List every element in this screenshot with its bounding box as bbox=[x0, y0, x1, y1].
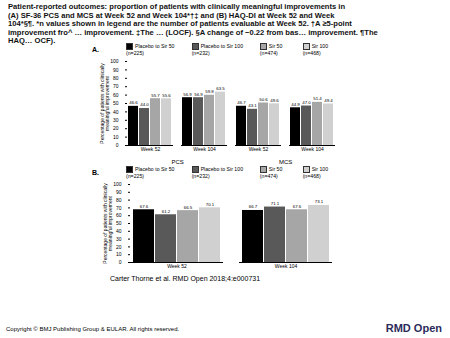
html-text:Copyright © BMJ Publishing Gro: Copyright © BMJ Publishing Group & EULAR… bbox=[6, 326, 180, 332]
svg-text:50: 50 bbox=[113, 100, 119, 106]
svg-text:47.0: 47.0 bbox=[302, 100, 311, 105]
svg-text:10: 10 bbox=[116, 251, 122, 257]
svg-text:Week 52: Week 52 bbox=[249, 146, 269, 152]
html-text:improvement fro^ … improvement: improvement fro^ … improvement. ‡The … (… bbox=[8, 27, 378, 37]
html-text:Placebo to Sir 50 (n=225): Placebo to Sir 50 (n=225) bbox=[126, 42, 175, 56]
html-text:Sir 100 (n=468): Sir 100 (n=468) bbox=[302, 165, 329, 179]
svg-text:50: 50 bbox=[116, 220, 122, 226]
svg-text:44.9: 44.9 bbox=[291, 102, 300, 107]
html-text:Sir 50 (n=474): Sir 50 (n=474) bbox=[259, 165, 283, 179]
svg-text:43.1: 43.1 bbox=[248, 103, 257, 108]
html-text:Placebo to Sir 100 (n=232): Placebo to Sir 100 (n=232) bbox=[191, 165, 243, 179]
svg-text:55.7: 55.7 bbox=[151, 93, 160, 98]
svg-text:PCS: PCS bbox=[171, 158, 183, 164]
svg-text:61.2: 61.2 bbox=[162, 209, 171, 214]
svg-text:49.6: 49.6 bbox=[270, 98, 279, 103]
svg-text:0: 0 bbox=[119, 259, 122, 265]
svg-text:40: 40 bbox=[116, 228, 122, 234]
html-text:Placebo to Sir 50 (n=225): Placebo to Sir 50 (n=225) bbox=[126, 165, 175, 179]
svg-text:40: 40 bbox=[113, 108, 119, 114]
html-text:(A) SF-36 PCS and MCS at Week: (A) SF-36 PCS and MCS at Week 52 and Wee… bbox=[8, 10, 335, 20]
svg-text:56.9: 56.9 bbox=[194, 92, 203, 97]
svg-text:30: 30 bbox=[113, 117, 119, 123]
html-text:A.: A. bbox=[92, 46, 99, 53]
svg-text:100: 100 bbox=[113, 181, 122, 187]
svg-text:MCS: MCS bbox=[279, 158, 292, 164]
svg-text:Week 104: Week 104 bbox=[275, 263, 298, 269]
svg-text:Week 52: Week 52 bbox=[141, 146, 161, 152]
svg-text:55.6: 55.6 bbox=[162, 93, 171, 98]
svg-text:10: 10 bbox=[113, 134, 119, 140]
svg-text:70.1: 70.1 bbox=[206, 202, 215, 207]
html-text:Sir 100 (n=468): Sir 100 (n=468) bbox=[302, 42, 329, 56]
svg-text:51.4: 51.4 bbox=[313, 96, 322, 101]
html-text:Sir 50 (n=474): Sir 50 (n=474) bbox=[259, 42, 283, 56]
svg-text:60: 60 bbox=[116, 212, 122, 218]
svg-text:Percentage of patients with cl: Percentage of patients with clinicallyme… bbox=[99, 63, 110, 144]
html-text:HAQ… OCF).: HAQ… OCF). bbox=[8, 36, 56, 46]
svg-text:20: 20 bbox=[116, 243, 122, 249]
svg-text:70: 70 bbox=[113, 83, 119, 89]
svg-text:66.5: 66.5 bbox=[184, 205, 193, 210]
html-text:Patient-reported outcomes: pro: Patient-reported outcomes: proportion of… bbox=[8, 2, 346, 11]
svg-text:63.5: 63.5 bbox=[216, 86, 225, 91]
svg-text:80: 80 bbox=[113, 75, 119, 81]
svg-text:67.6: 67.6 bbox=[293, 204, 302, 209]
html-text:RMD Open: RMD Open bbox=[385, 322, 442, 334]
svg-text:73.1: 73.1 bbox=[315, 199, 324, 204]
svg-text:Week 52: Week 52 bbox=[167, 263, 187, 269]
svg-text:30: 30 bbox=[116, 236, 122, 242]
svg-text:Week 104: Week 104 bbox=[301, 146, 324, 152]
svg-text:44.0: 44.0 bbox=[140, 102, 149, 107]
html-text:104*§¶. *n values shown in leg: 104*§¶. *n values shown in legend are th… bbox=[8, 19, 352, 29]
svg-text:67.6: 67.6 bbox=[140, 204, 149, 209]
svg-text:56.9: 56.9 bbox=[183, 92, 192, 97]
svg-text:50.6: 50.6 bbox=[259, 97, 268, 102]
svg-text:80: 80 bbox=[116, 197, 122, 203]
svg-text:71.1: 71.1 bbox=[271, 201, 280, 206]
svg-text:46.6: 46.6 bbox=[129, 100, 138, 105]
svg-text:20: 20 bbox=[113, 125, 119, 131]
svg-text:60: 60 bbox=[113, 92, 119, 98]
svg-text:46.7: 46.7 bbox=[237, 100, 246, 105]
svg-text:59.8: 59.8 bbox=[205, 89, 214, 94]
svg-text:0: 0 bbox=[116, 142, 119, 148]
svg-text:100: 100 bbox=[110, 58, 119, 64]
svg-text:70: 70 bbox=[116, 204, 122, 210]
html-text:B.: B. bbox=[92, 169, 99, 176]
svg-text:49.4: 49.4 bbox=[324, 98, 333, 103]
svg-text:90: 90 bbox=[113, 66, 119, 72]
svg-text:Week 104: Week 104 bbox=[193, 146, 216, 152]
svg-text:Percentage of patients with cl: Percentage of patients with clinicallyme… bbox=[102, 183, 113, 264]
svg-text:90: 90 bbox=[116, 189, 122, 195]
html-text:Placebo to Sir 100 (n=232): Placebo to Sir 100 (n=232) bbox=[191, 42, 243, 56]
html-text:Carter Thorne et al. RMD Open: Carter Thorne et al. RMD Open 2018;4:e00… bbox=[110, 275, 261, 282]
svg-text:66.7: 66.7 bbox=[249, 204, 258, 209]
